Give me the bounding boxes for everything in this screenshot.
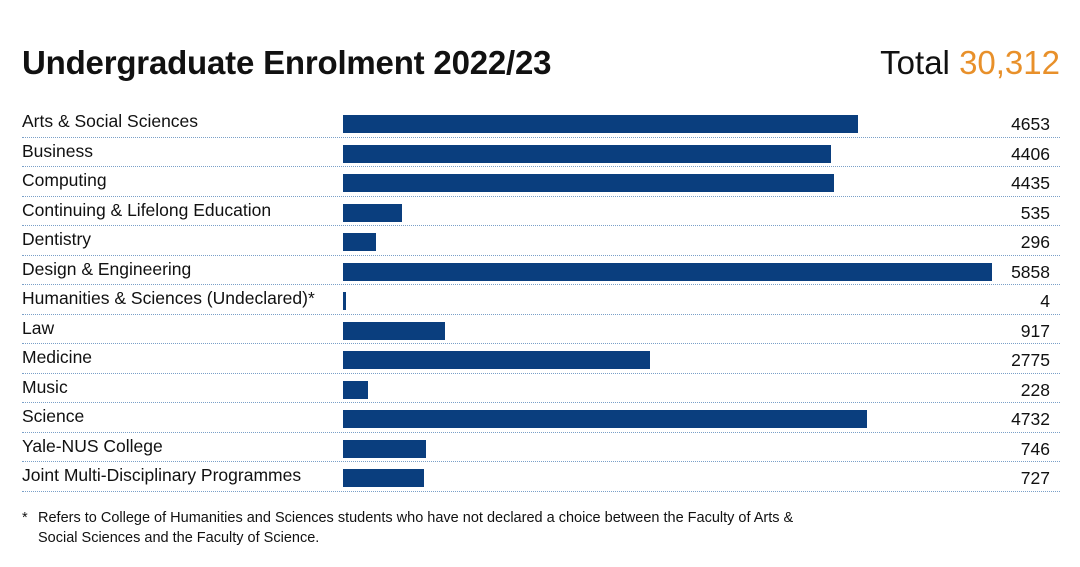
category-label: Science xyxy=(22,406,85,426)
bar-row: Science 4732 xyxy=(22,403,1060,433)
bar xyxy=(343,410,868,428)
total-label: Total xyxy=(880,44,950,81)
bar-row: Medicine 2775 xyxy=(22,344,1060,374)
footnote-text: Refers to College of Humanities and Scie… xyxy=(38,510,794,546)
bar xyxy=(343,174,835,192)
bar-row: Joint Multi-Disciplinary Programmes 727 xyxy=(22,462,1060,492)
bar-row: Computing 4435 xyxy=(22,167,1060,197)
data-label: 4732 xyxy=(1011,409,1050,429)
bar xyxy=(343,439,426,458)
bar-row: Design & Engineering 5858 xyxy=(22,256,1060,285)
category-label: Design & Engineering xyxy=(22,258,192,279)
data-label: 5858 xyxy=(1011,261,1050,282)
data-label: 4 xyxy=(1040,291,1050,311)
bar-row: Humanities & Sciences (Undeclared)* 4 xyxy=(22,285,1060,315)
bar-row: Continuing & Lifelong Education 535 xyxy=(22,197,1060,226)
bar-row: Law 917 xyxy=(22,315,1060,344)
category-label: Computing xyxy=(22,170,107,190)
category-label: Continuing & Lifelong Education xyxy=(22,199,272,220)
footnote: * Refers to College of Humanities and Sc… xyxy=(22,508,818,548)
category-label: Business xyxy=(22,140,94,161)
bar-row: Yale-NUS College 746 xyxy=(22,433,1060,462)
footnote-marker: * xyxy=(22,510,28,526)
bar xyxy=(343,262,992,281)
bar xyxy=(343,233,376,251)
data-label: 296 xyxy=(1020,232,1050,252)
chart-title: Undergraduate Enrolment 2022/23 xyxy=(22,44,552,81)
data-label: 228 xyxy=(1020,379,1050,400)
category-label: Arts & Social Sciences xyxy=(22,111,199,131)
bar xyxy=(343,380,369,399)
bar xyxy=(343,351,651,369)
data-label: 4653 xyxy=(1011,114,1050,134)
bar-row: Business 4406 xyxy=(22,138,1060,167)
data-label: 4435 xyxy=(1011,173,1050,193)
category-label: Joint Multi-Disciplinary Programmes xyxy=(22,465,302,485)
bar xyxy=(343,469,424,487)
category-label: Music xyxy=(22,376,68,397)
total-summary: Total 30,312 xyxy=(880,44,1060,82)
category-label: Yale-NUS College xyxy=(22,435,163,456)
bar-row: Dentistry 296 xyxy=(22,226,1060,256)
bar xyxy=(343,115,859,133)
data-label: 2775 xyxy=(1011,350,1050,370)
bar-row: Arts & Social Sciences 4653 xyxy=(22,108,1060,138)
data-label: 727 xyxy=(1020,468,1050,488)
bar xyxy=(343,292,346,310)
data-label: 746 xyxy=(1020,438,1050,459)
bar xyxy=(343,144,832,163)
bar-row: Music 228 xyxy=(22,374,1060,403)
data-label: 4406 xyxy=(1011,143,1050,164)
category-label: Law xyxy=(22,317,55,338)
data-label: 535 xyxy=(1020,202,1050,223)
category-label: Medicine xyxy=(22,347,93,367)
category-label: Humanities & Sciences (Undeclared)* xyxy=(22,288,315,308)
bar xyxy=(343,321,445,340)
bar xyxy=(343,203,403,222)
total-value: 30,312 xyxy=(959,44,1060,81)
category-label: Dentistry xyxy=(22,229,92,249)
data-label: 917 xyxy=(1020,320,1050,341)
